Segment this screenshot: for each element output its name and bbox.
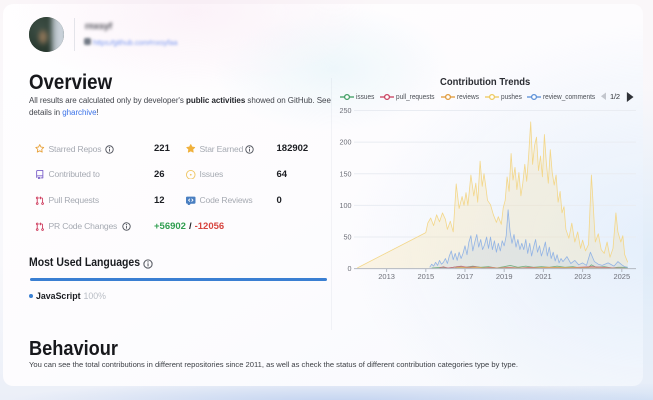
- svg-text:100: 100: [340, 201, 352, 210]
- svg-text:50: 50: [344, 233, 352, 242]
- svg-text:0: 0: [348, 264, 352, 273]
- svg-text:250: 250: [340, 106, 352, 115]
- svg-text:2013: 2013: [378, 272, 395, 281]
- svg-text:2025: 2025: [613, 272, 630, 281]
- svg-text:2021: 2021: [535, 272, 552, 281]
- svg-text:200: 200: [340, 138, 352, 147]
- svg-text:2019: 2019: [496, 272, 513, 281]
- svg-text:2023: 2023: [574, 272, 591, 281]
- svg-text:150: 150: [340, 169, 352, 178]
- svg-text:2015: 2015: [417, 272, 434, 281]
- svg-text:2017: 2017: [457, 272, 474, 281]
